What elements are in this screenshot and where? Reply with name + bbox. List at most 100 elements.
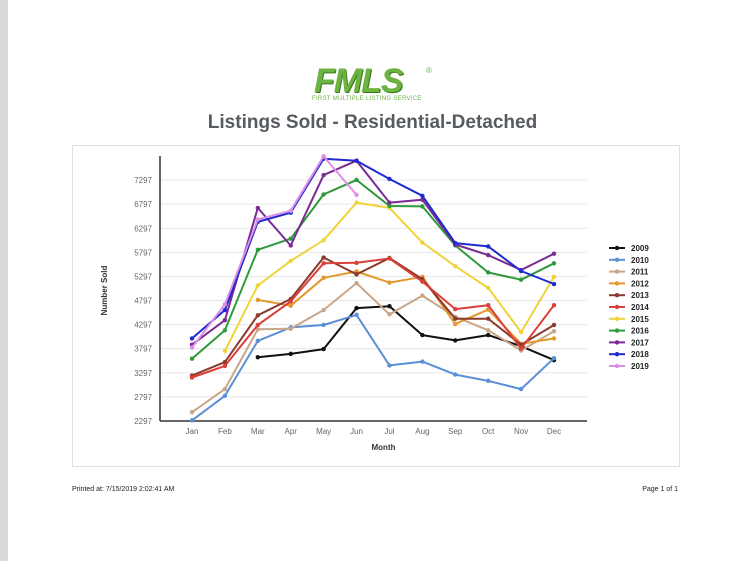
data-point-2015 <box>518 330 524 335</box>
y-tick-label: 4297 <box>134 321 152 330</box>
data-point-2019 <box>255 217 261 222</box>
legend-label: 2013 <box>631 291 649 300</box>
data-point-2016 <box>288 236 293 241</box>
data-point-2013 <box>485 316 491 321</box>
data-point-2010 <box>551 356 557 361</box>
data-point-2018 <box>453 240 458 246</box>
legend-label: 2010 <box>631 256 649 265</box>
x-tick-label: Feb <box>218 427 232 436</box>
data-point-2009 <box>255 355 261 360</box>
x-tick-label: Jun <box>350 427 363 436</box>
series-line-2016 <box>191 178 555 360</box>
line-chart: 2297 2797 3297 3797 4297 4797 5297 5797 6297 6797… <box>100 154 649 452</box>
data-point-2013 <box>453 316 458 321</box>
data-point-2014 <box>321 261 326 266</box>
data-point-2016 <box>222 328 228 333</box>
data-point-2014 <box>189 375 195 380</box>
y-tick-label: 5797 <box>134 248 152 257</box>
y-tick-label: 4797 <box>134 297 152 306</box>
y-tick-label: 3797 <box>134 345 152 354</box>
data-point-2012 <box>288 303 293 308</box>
data-point-2009 <box>420 332 425 338</box>
data-point-2012 <box>453 321 458 327</box>
data-point-2017 <box>485 252 491 258</box>
logo-tagline: FIRST MULTIPLE LISTING SERVICE <box>312 96 422 102</box>
data-point-2019 <box>321 154 326 159</box>
report-page: FMLS ® FIRST MULTIPLE LISTING SERVICE Li… <box>8 0 737 561</box>
y-tick-label: 3297 <box>134 369 152 378</box>
logo-registered-mark: ® <box>426 66 432 75</box>
data-point-2016 <box>321 192 326 197</box>
x-tick-label: Dec <box>547 427 561 436</box>
legend-label: 2018 <box>631 350 649 359</box>
data-point-2009 <box>387 303 392 309</box>
data-point-2013 <box>551 322 557 328</box>
legend-swatch-marker <box>614 293 620 298</box>
page-left-edge <box>0 0 8 561</box>
series-line-2018 <box>191 157 555 340</box>
series-line-2019 <box>191 155 358 349</box>
data-point-2010 <box>420 359 425 364</box>
data-point-2015 <box>453 263 458 269</box>
data-point-2014 <box>453 306 458 312</box>
x-tick-label: Jan <box>186 427 199 436</box>
data-point-2017 <box>321 172 326 178</box>
data-point-2011 <box>255 327 261 332</box>
data-point-2011 <box>485 328 491 333</box>
data-point-2015 <box>255 283 261 288</box>
legend-label: 2019 <box>631 362 649 371</box>
data-point-2018 <box>485 244 491 249</box>
legend-label: 2015 <box>631 315 649 324</box>
data-point-2018 <box>420 193 425 199</box>
data-point-2016 <box>255 247 261 253</box>
legend-swatch-marker <box>614 340 620 345</box>
data-point-2016 <box>420 204 425 209</box>
data-point-2019 <box>288 208 293 213</box>
data-point-2012 <box>321 275 326 280</box>
legend-swatch-marker <box>614 257 620 262</box>
legend-label: 2009 <box>631 244 649 253</box>
legend-swatch-marker <box>614 304 620 310</box>
data-point-2009 <box>321 346 326 352</box>
data-point-2009 <box>453 338 458 343</box>
fmls-logo: FMLS ® FIRST MULTIPLE LISTING SERVICE <box>308 64 448 108</box>
data-point-2010 <box>255 338 261 344</box>
y-axis-title: Number Sold <box>100 265 109 315</box>
data-point-2017 <box>222 317 228 323</box>
data-point-2011 <box>222 386 228 392</box>
data-point-2014 <box>420 279 425 284</box>
data-point-2013 <box>354 272 359 277</box>
y-tick-label: 7297 <box>134 176 152 185</box>
data-point-2018 <box>222 307 228 313</box>
data-point-2018 <box>387 176 392 182</box>
legend-swatch-marker <box>614 316 620 321</box>
legend-label: 2017 <box>631 338 649 347</box>
data-point-2018 <box>551 281 557 287</box>
data-point-2019 <box>189 345 195 350</box>
data-point-2017 <box>551 251 557 256</box>
data-point-2009 <box>288 351 293 357</box>
legend-label: 2014 <box>631 303 649 312</box>
data-point-2014 <box>551 303 557 308</box>
data-point-2012 <box>551 336 557 341</box>
data-point-2014 <box>387 256 392 261</box>
data-point-2016 <box>551 261 557 266</box>
series-line-2013 <box>191 256 555 377</box>
data-point-2019 <box>222 302 228 307</box>
series-line-2010 <box>191 313 555 422</box>
logo-mark: FMLS <box>314 62 404 100</box>
data-point-2015 <box>485 285 491 291</box>
y-tick-label: 2297 <box>134 417 152 426</box>
data-point-2018 <box>518 268 524 274</box>
report-title: Listings Sold - Residential-Detached <box>207 112 538 133</box>
data-point-2010 <box>189 418 195 423</box>
data-point-2010 <box>387 363 392 368</box>
data-point-2010 <box>453 372 458 377</box>
data-point-2011 <box>321 307 326 313</box>
data-point-2014 <box>518 346 524 351</box>
data-point-2011 <box>387 312 392 317</box>
legend-swatch-marker <box>614 363 620 369</box>
data-point-2016 <box>387 203 392 209</box>
x-tick-label: Mar <box>251 427 265 436</box>
data-point-2012 <box>255 297 261 303</box>
